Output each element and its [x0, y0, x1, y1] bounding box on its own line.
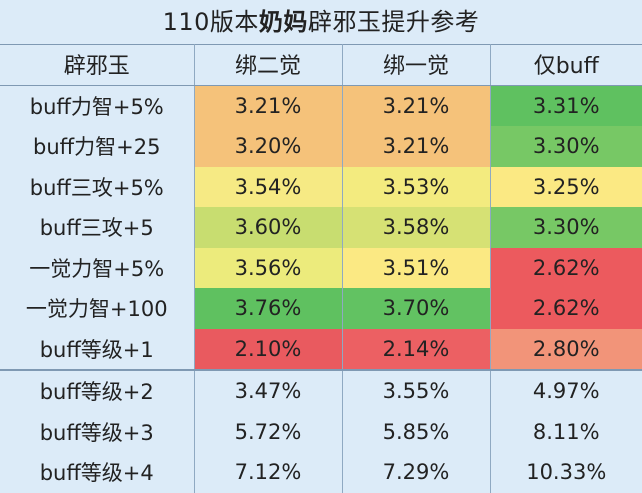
comparison-table: 辟邪玉 绑二觉 绑一觉 仅buff buff力智+5% 3.21% 3.21% 3.3… — [0, 44, 642, 493]
title-bold: 奶妈 — [258, 8, 308, 36]
value-cell: 3.30% — [490, 126, 642, 167]
row-label: buff三攻+5% — [0, 166, 195, 207]
value-cell: 3.60% — [194, 207, 343, 248]
header-cell: 绑二觉 — [194, 44, 343, 86]
row-label: buff等级+1 — [0, 328, 195, 370]
value-cell: 5.72% — [194, 411, 343, 452]
title-suffix: 辟邪玉提升参考 — [307, 8, 480, 36]
table-row: 一觉力智+5% 3.56% 3.51% 2.62% — [0, 247, 642, 288]
value-cell: 2.10% — [194, 328, 343, 370]
value-cell: 3.70% — [342, 288, 491, 329]
value-cell: 3.20% — [194, 126, 343, 167]
value-cell: 3.58% — [342, 207, 491, 248]
value-cell: 3.76% — [194, 288, 343, 329]
row-label: 一觉力智+5% — [0, 247, 195, 288]
value-cell: 3.30% — [490, 207, 642, 248]
value-cell: 3.55% — [342, 369, 491, 412]
row-label: buff等级+3 — [0, 411, 195, 452]
value-cell: 10.33% — [490, 452, 642, 493]
value-cell: 3.54% — [194, 166, 343, 207]
header-cell: 辟邪玉 — [0, 44, 195, 86]
table-row: 一觉力智+100 3.76% 3.70% 2.62% — [0, 288, 642, 329]
value-cell: 3.25% — [490, 166, 642, 207]
row-label: 一觉力智+100 — [0, 288, 195, 329]
row-label: buff三攻+5 — [0, 207, 195, 248]
value-cell: 2.62% — [490, 247, 642, 288]
table-row: buff等级+2 3.47% 3.55% 4.97% — [0, 369, 642, 412]
row-label: buff力智+5% — [0, 85, 195, 126]
value-cell: 3.31% — [490, 85, 642, 126]
value-cell: 3.21% — [342, 85, 491, 126]
value-cell: 2.14% — [342, 328, 491, 370]
row-label: buff力智+25 — [0, 126, 195, 167]
title-prefix: 110版本 — [162, 8, 259, 36]
value-cell: 8.11% — [490, 411, 642, 452]
table-row: buff等级+4 7.12% 7.29% 10.33% — [0, 452, 642, 493]
value-cell: 3.21% — [342, 126, 491, 167]
row-label: buff等级+2 — [0, 369, 195, 412]
value-cell: 3.21% — [194, 85, 343, 126]
table-row: buff三攻+5% 3.54% 3.53% 3.25% — [0, 166, 642, 207]
table-row: buff等级+3 5.72% 5.85% 8.11% — [0, 411, 642, 452]
table-row: buff力智+25 3.20% 3.21% 3.30% — [0, 126, 642, 167]
value-cell: 7.12% — [194, 452, 343, 493]
value-cell: 3.56% — [194, 247, 343, 288]
table-row: buff等级+1 2.10% 2.14% 2.80% — [0, 328, 642, 370]
table-title: 110版本奶妈辟邪玉提升参考 — [0, 0, 642, 45]
header-cell: 仅buff — [490, 44, 642, 86]
value-cell: 5.85% — [342, 411, 491, 452]
value-cell: 3.53% — [342, 166, 491, 207]
header-row: 辟邪玉 绑二觉 绑一觉 仅buff — [0, 44, 642, 86]
value-cell: 3.47% — [194, 369, 343, 412]
table-row: buff三攻+5 3.60% 3.58% 3.30% — [0, 207, 642, 248]
table-row: buff力智+5% 3.21% 3.21% 3.31% — [0, 85, 642, 126]
value-cell: 2.80% — [490, 328, 642, 370]
value-cell: 4.97% — [490, 369, 642, 412]
value-cell: 2.62% — [490, 288, 642, 329]
value-cell: 3.51% — [342, 247, 491, 288]
row-label: buff等级+4 — [0, 452, 195, 493]
header-cell: 绑一觉 — [342, 44, 491, 86]
value-cell: 7.29% — [342, 452, 491, 493]
